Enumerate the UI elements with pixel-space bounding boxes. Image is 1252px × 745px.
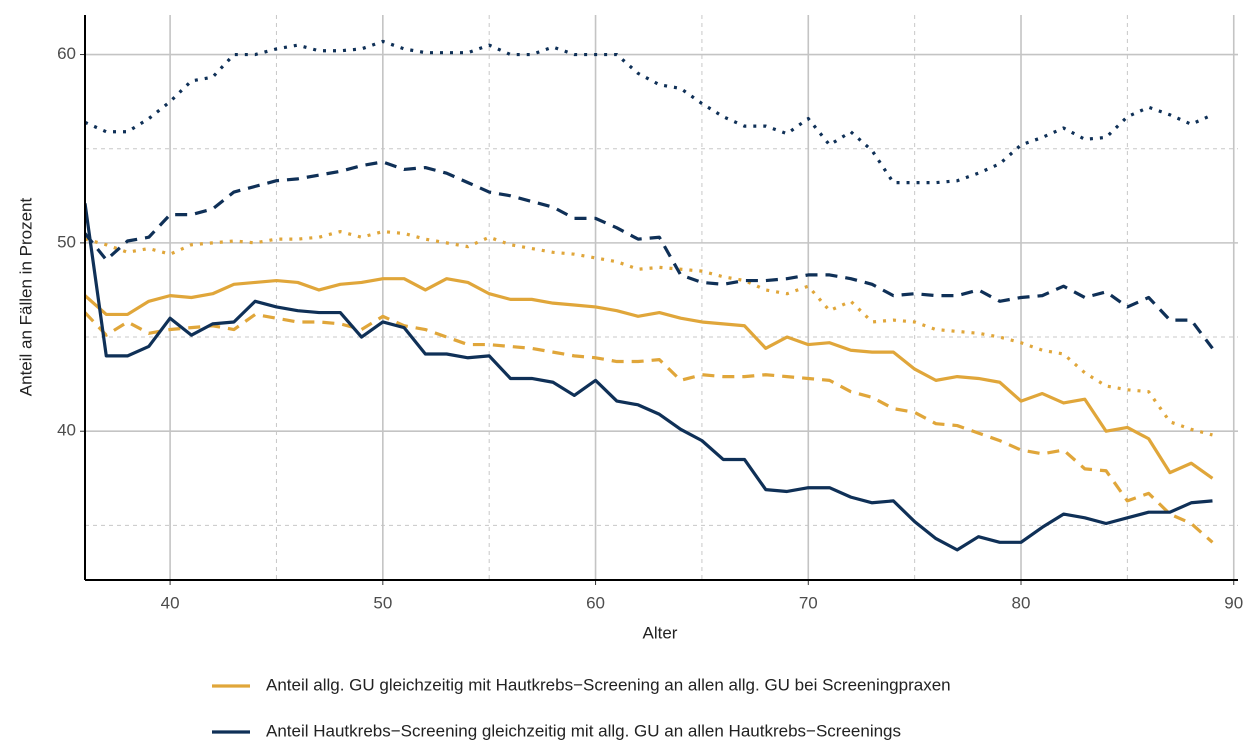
x-tick-label: 80 <box>1012 593 1031 612</box>
line-series <box>85 229 1213 437</box>
x-tick-label: 40 <box>161 593 180 612</box>
y-tick-label: 40 <box>57 421 76 440</box>
x-tick-label: 60 <box>586 593 605 612</box>
line-series <box>85 160 1214 350</box>
x-tick-label: 70 <box>799 593 818 612</box>
x-tick-label: 90 <box>1224 593 1243 612</box>
y-tick-label: 50 <box>57 232 76 251</box>
line-series <box>85 277 1214 480</box>
x-axis-label: Alter <box>643 623 678 642</box>
line-series <box>85 311 1214 544</box>
plot-lines <box>85 39 1214 552</box>
legend-label: Anteil allg. GU gleichzeitig mit Hautkre… <box>266 675 951 694</box>
line-series <box>85 39 1214 185</box>
legend-label: Anteil Hautkrebs−Screening gleichzeitig … <box>266 721 901 740</box>
y-tick-label: 60 <box>57 44 76 63</box>
line-series <box>85 203 1213 552</box>
x-tick-label: 50 <box>373 593 392 612</box>
y-axis-label: Anteil an Fällen in Prozent <box>16 198 35 397</box>
